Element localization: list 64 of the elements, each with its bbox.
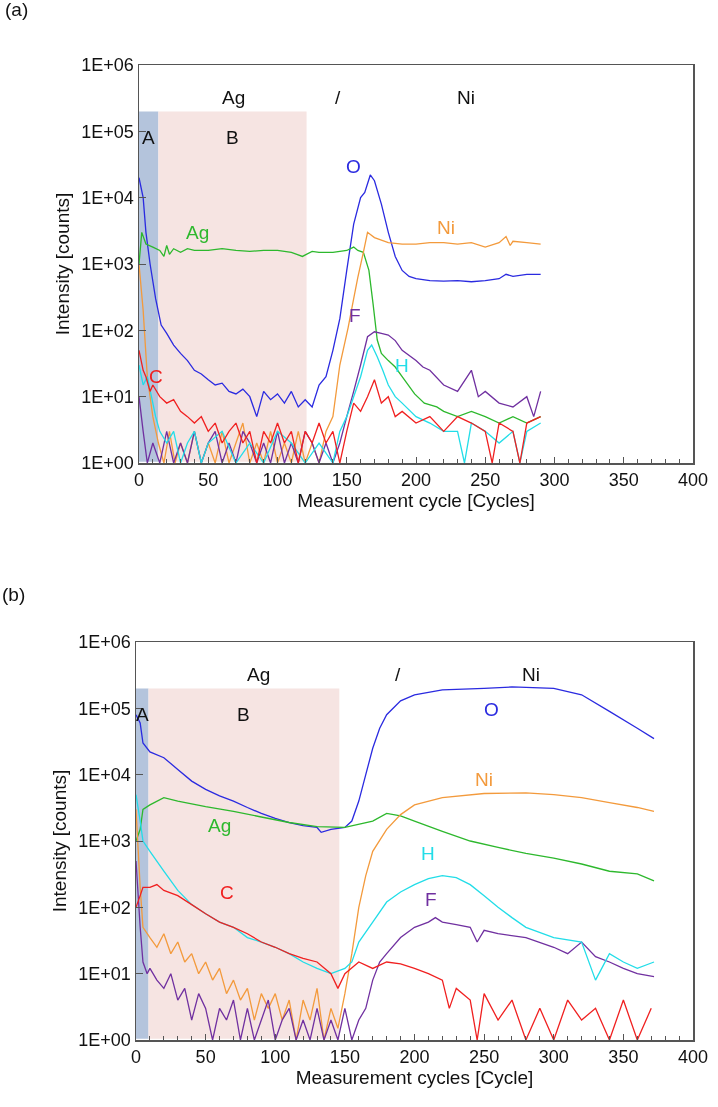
y-tick-label: 1E+01 [78, 963, 131, 984]
series-label: H [421, 843, 435, 864]
band-label: B [237, 704, 250, 725]
y-axis-title: Intensity [counts] [52, 192, 74, 336]
line-series [139, 174, 542, 418]
x-tick-label: 350 [608, 1047, 639, 1068]
x-axis-title: Measurement cycles [Cycle] [295, 1067, 534, 1089]
x-tick-label: 0 [130, 1047, 142, 1068]
x-tick-label: 400 [677, 1047, 709, 1068]
y-tick-label: 1E+03 [78, 831, 131, 852]
series-label: H [395, 355, 409, 376]
annotation: Ni [522, 664, 540, 685]
series-label: Ni [437, 217, 455, 238]
y-tick-label: 1E+03 [81, 254, 134, 275]
series-label: O [346, 156, 361, 177]
x-tick-label: 300 [538, 1047, 569, 1068]
y-tick-label: 1E+02 [78, 897, 131, 918]
y-tick-label: 1E+05 [78, 698, 131, 719]
band-label: B [226, 127, 239, 148]
annotation: / [335, 87, 341, 108]
line-series [136, 793, 655, 981]
x-tick-label: 150 [329, 1047, 360, 1068]
series-label: F [425, 889, 437, 910]
x-tick-label: 400 [677, 470, 709, 491]
band-label: A [142, 127, 155, 148]
x-tick-label: 0 [133, 470, 145, 491]
x-tick-label: 150 [331, 470, 362, 491]
x-tick-label: 350 [608, 470, 639, 491]
y-tick-label: 1E+00 [81, 453, 134, 474]
x-tick-label: 200 [400, 470, 432, 491]
x-tick-label: 100 [262, 470, 293, 491]
annotation: Ni [457, 87, 475, 108]
y-tick-label: 1E+01 [81, 386, 134, 407]
y-tick-label: 1E+04 [78, 764, 131, 785]
text: (a) [5, 0, 29, 20]
series-label: Ag [208, 815, 232, 836]
text: (b) [2, 584, 26, 605]
x-tick-label: 300 [539, 470, 570, 491]
y-tick-label: 1E+06 [78, 632, 131, 653]
series-label: C [149, 366, 163, 387]
x-tick-label: 250 [469, 1047, 500, 1068]
annotation: / [395, 664, 401, 685]
series-label: C [220, 882, 234, 903]
series-label: O [484, 699, 499, 720]
x-axis-title: Measurement cycle [Cycles] [297, 490, 535, 512]
y-tick-label: 1E+02 [81, 320, 134, 341]
x-tick-label: 200 [399, 1047, 430, 1068]
line-series [136, 797, 655, 882]
series-label: Ag [186, 222, 210, 243]
line-series [136, 792, 655, 1040]
x-tick-label: 250 [470, 470, 501, 491]
x-tick-label: 100 [260, 1047, 291, 1068]
band-label: A [136, 704, 149, 725]
y-axis-title: Intensity [counts] [49, 769, 71, 913]
annotation: Ag [247, 664, 271, 685]
y-tick-label: 1E+06 [81, 55, 134, 76]
series-label: Ni [475, 769, 493, 790]
y-tick-label: 1E+05 [81, 121, 134, 142]
y-tick-label: 1E+00 [78, 1030, 131, 1051]
x-tick-label: 50 [198, 470, 219, 491]
series-label: F [349, 305, 361, 326]
x-tick-label: 50 [195, 1047, 216, 1068]
annotation: Ag [222, 87, 246, 108]
y-tick-label: 1E+04 [81, 187, 134, 208]
